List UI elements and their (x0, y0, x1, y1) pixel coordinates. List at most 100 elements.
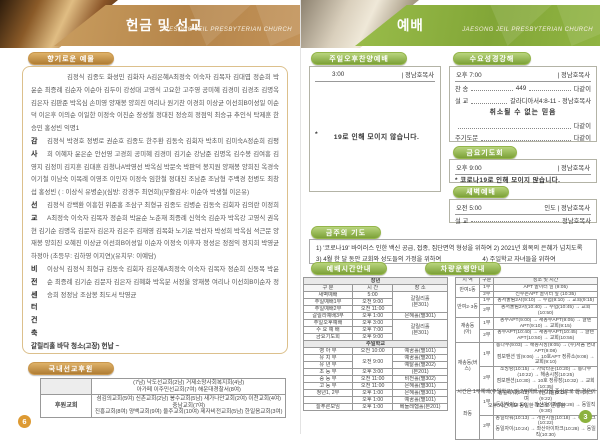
badge-fragrant-offering: 향기로운 예물 (28, 52, 114, 65)
service-leader: | 정남호목사 (401, 72, 434, 79)
page-number-left: 6 (18, 415, 31, 428)
response-row: 다같이 (455, 119, 591, 131)
table-cell: 동부APT(9:00) → 새동부APT(9:05) → 글렌APT(9:10)… (493, 316, 598, 331)
table-cell: 고 등 부 (303, 382, 353, 390)
dawn-sermon-row: 설 교 정남호목사 (455, 215, 591, 225)
table-cell: 초 등 부 (303, 368, 353, 376)
domestic-mission-table: (7남) 낙도선교회(2남) 거제소망사회복지회(4남) 아가페 이주민선교회(… (39, 377, 286, 418)
badge-sunday-afternoon: 주일오후찬양예배 (311, 52, 407, 65)
sermon-title: 취소될 수 없는 믿음 (489, 108, 557, 116)
offering-names-box: 김정식 김종도 화성민 김화자 A김은혜A최정숙 이숙자 김복자 김대엽 정순희… (22, 66, 288, 354)
badge-weekly-prayer: 금주의 기도 (311, 226, 381, 239)
lords-prayer-row: 주기도문 다같이 (455, 132, 591, 144)
sunday-afternoon-header: 3:00 | 정남호목사 (315, 69, 435, 82)
table-cell: 후원교회 (39, 394, 93, 418)
table-cell: 주일학교 (303, 340, 448, 348)
vision-center-names: 이상식 김정식 최형규 김동숙 김회자 김은혜A최정숙 이숙자 김복자 정순희 … (47, 265, 279, 299)
vision-center-section: 비 전 센 터 건 축 이상식 김정식 최형규 김동숙 김회자 김은혜A최정숙 이… (31, 264, 279, 337)
table-cell: 2부 (479, 329, 495, 343)
table-cell: 주일오후예배 (303, 319, 353, 327)
table-cell: 1부 (479, 297, 495, 306)
hymn-number: 449 (515, 84, 527, 92)
sermon-label: 설 교 (455, 98, 469, 106)
tithe-names: 김정식 김종도 화성민 김화자 A김은혜A최정숙 이숙자 김복자 김대엽 정순희… (31, 74, 279, 133)
table-cell: 1부 (479, 316, 495, 331)
table-cell: 영 아 부 (303, 347, 353, 355)
table-cell: 오후 3:00 (351, 319, 394, 327)
table-cell: 오후 1:00 (351, 312, 394, 320)
mission-section: 선 교 김정식 강백환 이흥헌 위준홍 조삼구 최형규 김종도 김병순 김동숙 김… (31, 200, 279, 264)
table-cell: 주일예배2부 (303, 305, 353, 313)
service-leader: | 정남호목사 (557, 72, 590, 79)
table-cell: 좌동 (454, 390, 481, 440)
prayer-item-line2: 3) 4월 한 달 동안 교회와 성도들의 가정을 위하여 4) 주일학교 자녀… (316, 256, 556, 263)
table-cell: 유 년 부 (303, 361, 353, 369)
table-cell: 중 등 부 (303, 375, 353, 383)
table-cell: 반여2·3동 (454, 297, 481, 318)
table-cell: 오후 1:00 (351, 396, 394, 404)
table-cell: 은혜홀(별301) (392, 312, 448, 320)
prayer-item-line1: 1) '코로나19' 바이러스 인한 백신 공급, 접종, 집단면역 형성을 위… (316, 245, 583, 252)
table-cell: 예꿈홀(별101) (392, 396, 448, 404)
donation-note: 갈릴리홀 바닥 청소(고장) 헌납 ~ (31, 342, 120, 350)
table-cell: 오후 9:00 (351, 333, 394, 341)
table-cell: 2부 (479, 304, 495, 318)
service-time: 오후 7:00 (456, 72, 482, 79)
table-cell: 예꿈홀(별201) (392, 354, 448, 362)
table-cell: 금요기도회 (303, 333, 353, 341)
table-cell: 장소 및 시간 (493, 277, 598, 285)
table-cell: 은혜홀(별301) (392, 382, 448, 390)
table-cell: 장 소 (392, 284, 448, 292)
table-cell: 주일예배1부 (303, 298, 353, 306)
table-cell: (7남) 낙도선교회(2남) 거제소망사회복지회(4남) 아가페 이주민선교회(… (91, 377, 286, 396)
table-cell (39, 377, 93, 396)
wednesday-header: 오후 7:00 | 정남호목사 (455, 69, 591, 82)
together-label: 다같이 (573, 135, 591, 143)
page-title-offering: 헌금 및 선교 (126, 18, 203, 33)
sunday-afternoon-box: 3:00 | 정남호목사 * 19로 인해 모이지 않습니다. (309, 66, 441, 192)
mission-names: 김정식 강백환 이흥헌 위준홍 조삼구 최형규 김종도 김병순 김동숙 김회자 … (31, 201, 279, 261)
badge-dawn: 새벽예배 (453, 186, 509, 198)
table-cell (303, 396, 353, 404)
bus-schedule-note: 시간은 1부예배(주일학교) 및 2부예배 시간을 중심으로 한 경우이며 오후… (457, 389, 596, 409)
table-cell: 유 치 부 (303, 354, 353, 362)
table-cell: 동서울림2차(10:40) → 수협(10:45) → 교회(10:50) (493, 304, 598, 318)
table-cell: 통나무(9:03) → 해송시장(9:05) → (주)처음 현대APT(9:0… (493, 341, 598, 368)
church-name-en: JAESONG JEIL PRESBYTERIAN CHURCH (462, 27, 593, 33)
table-cell: 오후 7:00 (351, 326, 394, 334)
mission-label: 선 교 (31, 201, 38, 222)
hymn-label: 찬 송 (455, 85, 469, 93)
table-cell: 오전 9:00 (351, 354, 394, 369)
table-cell: 오후 1:00 (351, 403, 394, 411)
lords-prayer-label: 주기도문 (455, 135, 479, 143)
table-cell: (본201) (392, 368, 448, 376)
table-cell: 재송동(아) (454, 316, 481, 343)
service-leader: 인도 | 정남호목사 (544, 205, 590, 212)
page-offering-mission: 헌금 및 선교 JAESONG JEIL PRESBYTERIAN CHURCH… (0, 0, 300, 434)
covid-notice: * 코로나19로 인해 모이지 않습니다. (455, 177, 561, 184)
table-cell: 오전 10:00 (351, 347, 394, 355)
table-cell: 5:00 (351, 291, 394, 299)
table-cell: 소망탕(10:15) → 가락타운(10:20) → 통나무(10:22) → … (493, 366, 598, 392)
together-label: 다같이 (573, 122, 591, 130)
table-cell: 오전 11:00 (351, 305, 394, 313)
table-cell: 섬김의교회(5여) 신촌교회(2남) 봉수교회(5남) 새가나안교회(2여) 이… (91, 394, 286, 418)
dawn-header: 오전 5:00 인도 | 정남호목사 (455, 202, 591, 215)
friday-box: 오후 9:00 | 정남호목사 * 코로나19로 인해 모이지 않습니다. (449, 159, 597, 184)
table-cell: 새벽예배 (303, 291, 353, 299)
pastor-name: 정남호목사 (562, 98, 591, 106)
badge-wednesday: 수요성경강해 (453, 52, 531, 65)
badge-bus-schedule: 차량운행안내 (425, 262, 501, 275)
table-cell: 예꿈홀(별101) (392, 347, 448, 355)
weekly-prayer-box: 1) '코로나19' 바이러스 인한 백신 공급, 접종, 집단면역 형성을 위… (309, 239, 597, 264)
sermon-label: 설 교 (455, 217, 469, 225)
badge-friday: 금요기도회 (453, 146, 517, 159)
badge-domestic-mission: 국내선교후원 (28, 362, 114, 375)
page-worship: 예배 JAESONG JEIL PRESBYTERIAN CHURCH 주일오후… (300, 0, 600, 440)
thanksgiving-section: 감 사 김정식 박경호 정병로 권순호 김종도 한주환 김동숙 김회자 박초미 김… (31, 136, 279, 200)
service-leader: | 정남호목사 (557, 165, 590, 172)
table-cell: 동부APT(10:40) → 새동부APT(10:45) → 글렌APT(10:… (493, 329, 598, 343)
table-cell: 오전 11:00 (351, 382, 394, 390)
sermon-passage: 갈라디아서4:8-11 - (510, 98, 561, 106)
